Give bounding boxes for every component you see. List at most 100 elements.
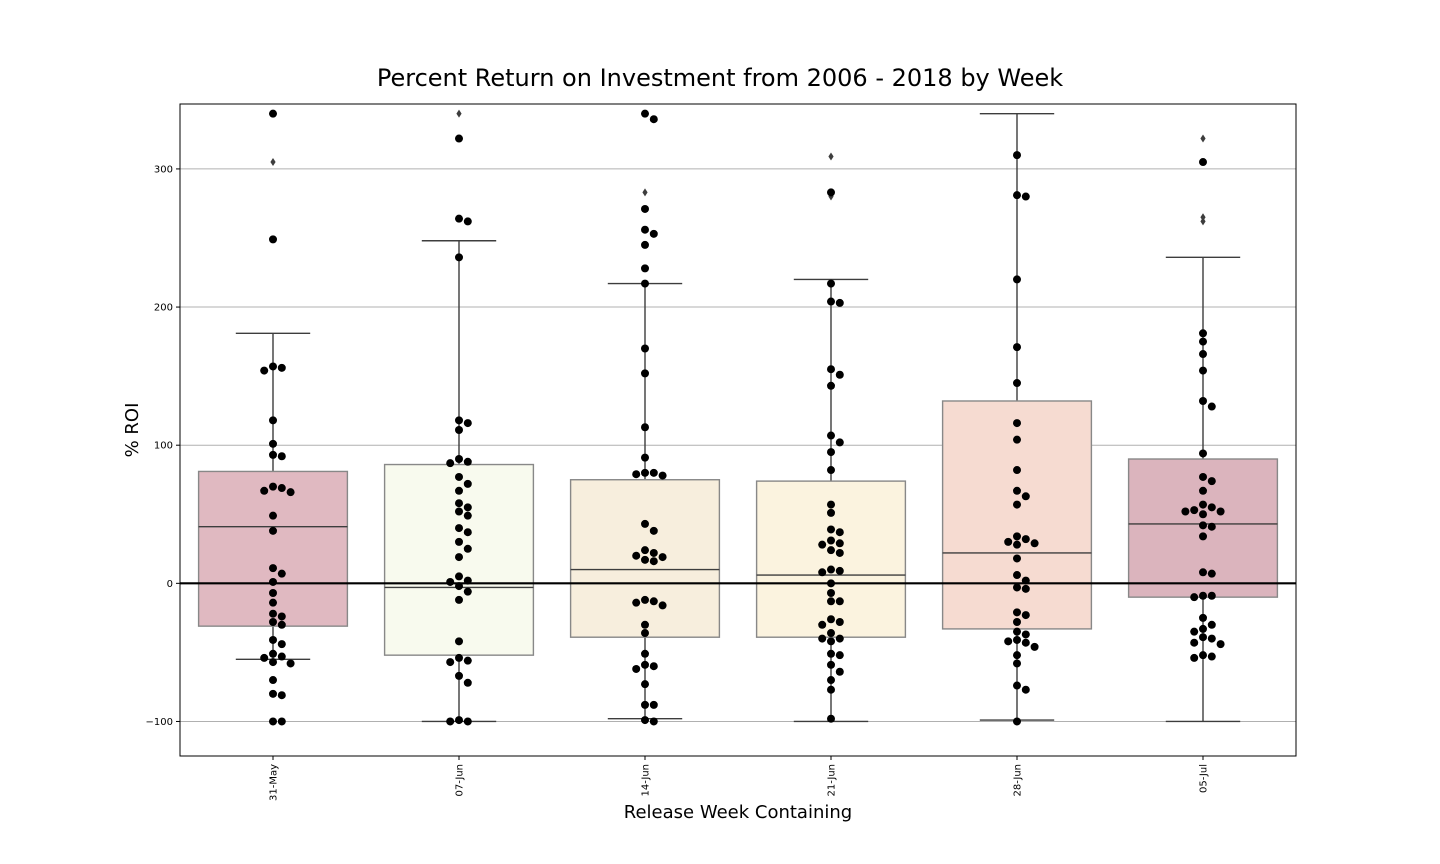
swarm-point bbox=[641, 369, 649, 378]
swarm-point bbox=[1013, 651, 1021, 660]
swarm-point bbox=[641, 344, 649, 353]
swarm-point bbox=[269, 109, 277, 118]
swarm-point bbox=[827, 546, 835, 555]
swarm-point bbox=[463, 419, 472, 428]
swarm-point bbox=[286, 488, 295, 497]
swarm-point bbox=[827, 615, 835, 624]
swarm-point bbox=[455, 716, 463, 725]
swarm-point bbox=[1190, 506, 1199, 515]
swarm-point bbox=[649, 229, 658, 238]
swarm-point bbox=[269, 526, 277, 535]
outlier-marker bbox=[456, 109, 462, 118]
swarm-point bbox=[632, 598, 641, 607]
swarm-point bbox=[1013, 379, 1021, 388]
swarm-point bbox=[463, 503, 472, 512]
swarm-point bbox=[1004, 537, 1013, 546]
swarm-point bbox=[1199, 366, 1207, 375]
swarm-point bbox=[1013, 419, 1021, 428]
swarm-point bbox=[1013, 554, 1021, 563]
swarm-point bbox=[1004, 637, 1013, 646]
swarm-point bbox=[641, 660, 649, 669]
boxes bbox=[197, 109, 1279, 723]
swarm-point bbox=[1013, 540, 1021, 549]
outlier-marker bbox=[1200, 213, 1206, 222]
swarm-point bbox=[1013, 466, 1021, 475]
swarm-point bbox=[1021, 630, 1030, 639]
outlier-marker bbox=[828, 152, 834, 161]
swarm-point bbox=[455, 486, 463, 495]
swarm-point bbox=[1013, 343, 1021, 352]
swarm-point bbox=[835, 667, 844, 676]
swarm-point bbox=[649, 468, 658, 477]
swarm-point bbox=[835, 548, 844, 557]
swarm-point bbox=[286, 659, 295, 668]
swarm-point bbox=[455, 416, 463, 425]
swarm-point bbox=[277, 640, 286, 649]
swarm-point bbox=[269, 416, 277, 425]
swarm-point bbox=[455, 671, 463, 680]
swarm-point bbox=[1199, 591, 1207, 600]
swarm-point bbox=[1207, 402, 1216, 411]
swarm-point bbox=[835, 298, 844, 307]
swarm-point bbox=[827, 525, 835, 534]
swarm-point bbox=[827, 685, 835, 694]
swarm-point bbox=[835, 438, 844, 447]
swarm-point bbox=[632, 664, 641, 673]
swarm-point bbox=[455, 472, 463, 481]
swarm-point bbox=[455, 595, 463, 604]
swarm-point bbox=[455, 553, 463, 562]
swarm-point bbox=[649, 526, 658, 535]
swarm-point bbox=[835, 618, 844, 627]
swarm-point bbox=[818, 620, 827, 629]
swarm-point bbox=[1199, 337, 1207, 346]
outlier-marker bbox=[642, 188, 648, 197]
swarm-point bbox=[641, 555, 649, 564]
swarm-point bbox=[269, 589, 277, 597]
swarm-point bbox=[269, 635, 277, 644]
swarm-point bbox=[1021, 492, 1030, 501]
plot-frame bbox=[179, 103, 1297, 757]
swarm-point bbox=[269, 577, 277, 586]
swarm-point bbox=[277, 717, 286, 726]
swarm-point bbox=[827, 714, 835, 723]
swarm-point bbox=[1199, 532, 1207, 541]
y-axis-ticks: −100 0 100 200 300 bbox=[146, 164, 180, 728]
swarm-point bbox=[835, 597, 844, 606]
swarm-point bbox=[1199, 521, 1207, 530]
swarm-point bbox=[1013, 500, 1021, 509]
swarm-point bbox=[1207, 522, 1216, 531]
swarm-point bbox=[641, 109, 649, 118]
swarm-point bbox=[1199, 329, 1207, 338]
swarm-point bbox=[455, 134, 463, 143]
y-axis-label: % ROI bbox=[122, 403, 143, 458]
swarm-point bbox=[455, 653, 463, 662]
swarm-point bbox=[641, 620, 649, 629]
swarm-point bbox=[649, 548, 658, 557]
swarm-point bbox=[463, 587, 472, 596]
x-tick-label: 31-May bbox=[269, 764, 280, 801]
swarm-point bbox=[658, 553, 667, 562]
swarm-point bbox=[269, 511, 277, 520]
swarm-point bbox=[455, 214, 463, 223]
swarm-point bbox=[1190, 638, 1199, 647]
swarm-point bbox=[641, 264, 649, 273]
swarm-point bbox=[835, 634, 844, 643]
swarm-point bbox=[649, 115, 658, 124]
swarm-point bbox=[1013, 627, 1021, 636]
swarm-point bbox=[827, 188, 835, 197]
swarm-point bbox=[1013, 275, 1021, 284]
swarm-point bbox=[277, 452, 286, 461]
swarm-point bbox=[1207, 634, 1216, 643]
swarm-point bbox=[1199, 486, 1207, 495]
swarm-point bbox=[835, 528, 844, 537]
swarm-point bbox=[277, 484, 286, 493]
chart-title: Percent Return on Investment from 2006 -… bbox=[377, 64, 1063, 92]
swarm-point bbox=[269, 564, 277, 573]
swarm-point bbox=[632, 470, 641, 479]
swarm-point bbox=[1013, 191, 1021, 200]
swarm-point bbox=[1013, 532, 1021, 541]
y-tick-label: 100 bbox=[154, 441, 173, 452]
swarm-point bbox=[1199, 158, 1207, 167]
swarm-point bbox=[827, 565, 835, 574]
